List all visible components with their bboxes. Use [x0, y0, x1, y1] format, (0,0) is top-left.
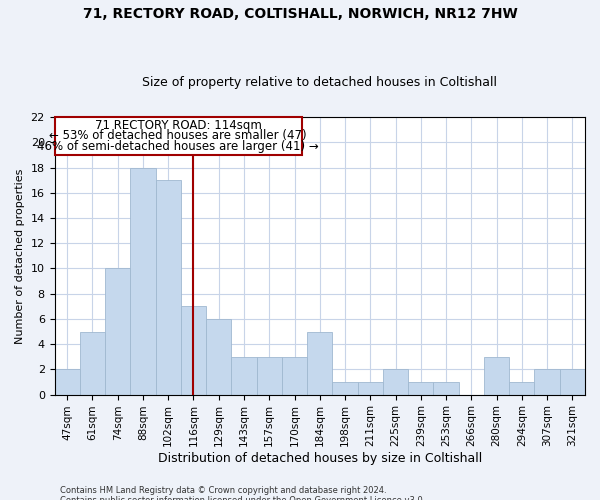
Text: Contains HM Land Registry data © Crown copyright and database right 2024.: Contains HM Land Registry data © Crown c… — [60, 486, 386, 495]
Bar — [307, 332, 332, 394]
Bar — [332, 382, 358, 394]
Bar — [155, 180, 181, 394]
Bar — [484, 357, 509, 395]
FancyBboxPatch shape — [55, 117, 302, 155]
Text: 46% of semi-detached houses are larger (41) →: 46% of semi-detached houses are larger (… — [37, 140, 319, 153]
Bar — [130, 168, 155, 394]
Bar — [181, 306, 206, 394]
X-axis label: Distribution of detached houses by size in Coltishall: Distribution of detached houses by size … — [158, 452, 482, 465]
Text: 71, RECTORY ROAD, COLTISHALL, NORWICH, NR12 7HW: 71, RECTORY ROAD, COLTISHALL, NORWICH, N… — [83, 8, 517, 22]
Bar — [535, 370, 560, 394]
Bar — [55, 370, 80, 394]
Bar — [560, 370, 585, 394]
Text: 71 RECTORY ROAD: 114sqm: 71 RECTORY ROAD: 114sqm — [95, 119, 262, 132]
Text: Contains public sector information licensed under the Open Government Licence v3: Contains public sector information licen… — [60, 496, 425, 500]
Bar — [80, 332, 105, 394]
Bar — [509, 382, 535, 394]
Text: ← 53% of detached houses are smaller (47): ← 53% of detached houses are smaller (47… — [49, 130, 307, 142]
Bar — [383, 370, 408, 394]
Bar — [257, 357, 282, 395]
Bar — [358, 382, 383, 394]
Bar — [105, 268, 130, 394]
Bar — [433, 382, 458, 394]
Bar — [282, 357, 307, 395]
Y-axis label: Number of detached properties: Number of detached properties — [15, 168, 25, 344]
Bar — [232, 357, 257, 395]
Title: Size of property relative to detached houses in Coltishall: Size of property relative to detached ho… — [142, 76, 497, 90]
Bar — [408, 382, 433, 394]
Bar — [206, 319, 232, 394]
